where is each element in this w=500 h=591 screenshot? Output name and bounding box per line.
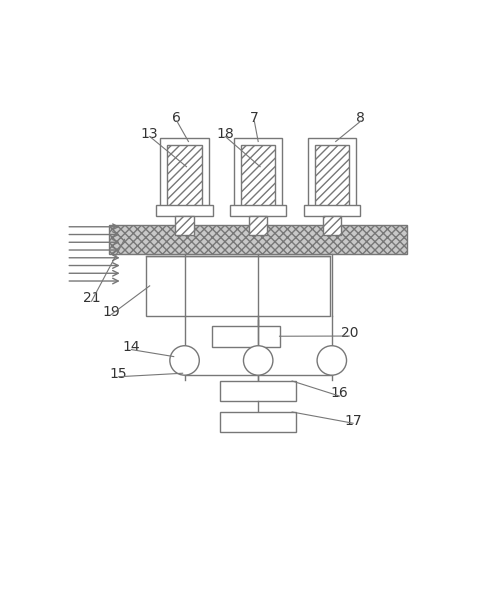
- Bar: [156, 206, 212, 216]
- Text: 8: 8: [356, 111, 366, 125]
- Text: 6: 6: [172, 111, 181, 125]
- Text: 16: 16: [330, 387, 348, 400]
- Text: 18: 18: [216, 126, 234, 141]
- Bar: [220, 381, 296, 401]
- Bar: [230, 206, 286, 216]
- Text: 20: 20: [340, 326, 358, 340]
- Circle shape: [244, 346, 273, 375]
- Text: 7: 7: [250, 111, 258, 125]
- Text: 19: 19: [102, 305, 120, 319]
- Bar: [314, 145, 349, 206]
- Bar: [109, 225, 408, 254]
- Text: 13: 13: [141, 126, 158, 141]
- Bar: [168, 145, 202, 206]
- Bar: [322, 216, 341, 235]
- Bar: [249, 216, 268, 235]
- Text: 15: 15: [110, 367, 128, 381]
- Bar: [212, 326, 280, 347]
- Bar: [304, 206, 360, 216]
- Bar: [176, 216, 194, 235]
- Text: 14: 14: [122, 340, 140, 354]
- Bar: [220, 412, 296, 432]
- Bar: [308, 138, 356, 213]
- Text: 21: 21: [83, 291, 100, 306]
- Circle shape: [317, 346, 346, 375]
- Bar: [160, 138, 209, 213]
- Bar: [146, 256, 330, 316]
- Text: 17: 17: [344, 414, 362, 427]
- Bar: [234, 138, 282, 213]
- Circle shape: [170, 346, 200, 375]
- Bar: [241, 145, 276, 206]
